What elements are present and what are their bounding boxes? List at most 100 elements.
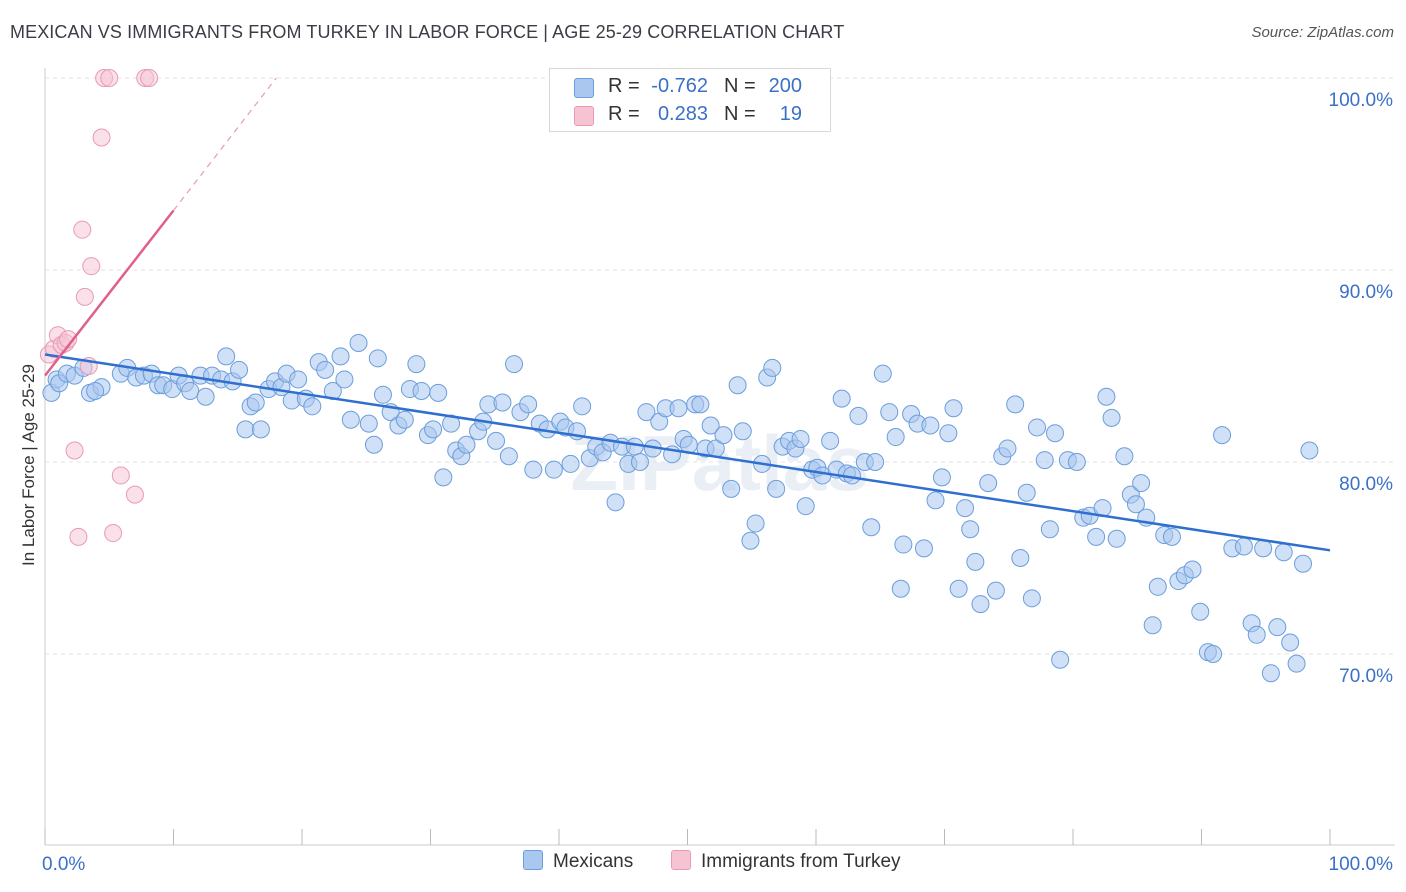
data-point-mexicans xyxy=(424,420,443,439)
data-point-mexicans xyxy=(866,453,885,471)
data-point-mexicans xyxy=(862,518,881,537)
data-point-mexicans xyxy=(1213,426,1232,445)
data-point-turkey xyxy=(73,220,92,239)
legend-label: Mexicans xyxy=(553,851,634,872)
data-point-mexicans xyxy=(1287,654,1306,673)
r-value: 0.283 xyxy=(657,103,708,125)
data-point-mexicans xyxy=(746,514,765,533)
data-point-mexicans xyxy=(1261,664,1280,683)
data-point-mexicans xyxy=(849,406,868,425)
data-point-turkey xyxy=(100,69,119,87)
data-point-mexicans xyxy=(1022,589,1041,608)
data-point-mexicans xyxy=(691,395,710,414)
y-tick-labels: 70.0% 80.0% 90.0% 100.0% xyxy=(1329,90,1394,687)
data-point-mexicans xyxy=(986,581,1005,600)
x-tick-labels: 0.0% 100.0% xyxy=(42,854,1393,875)
data-point-mexicans xyxy=(196,387,215,406)
pink-swatch xyxy=(671,850,691,870)
data-point-mexicans xyxy=(873,364,892,383)
data-point-mexicans xyxy=(625,437,644,456)
blue-swatch xyxy=(523,850,543,870)
trend-line-turkey-extension xyxy=(173,77,277,211)
source-label: Source: ZipAtlas.com xyxy=(1251,24,1394,41)
trend-line-mexicans xyxy=(44,353,1331,552)
data-point-mexicans xyxy=(364,435,383,454)
data-point-mexicans xyxy=(1028,418,1047,437)
data-point-mexicans xyxy=(733,422,752,441)
data-point-mexicans xyxy=(1234,537,1253,556)
y-tick-label: 80.0% xyxy=(1339,474,1393,495)
trend-lines xyxy=(44,77,1331,552)
data-point-mexicans xyxy=(493,393,512,412)
data-point-mexicans xyxy=(1017,483,1036,502)
data-point-mexicans xyxy=(796,497,815,516)
data-point-mexicans xyxy=(505,355,524,374)
legend-item-mexicans: Mexicans xyxy=(523,850,633,873)
n-value: 200 xyxy=(768,75,802,97)
data-point-turkey xyxy=(125,485,144,504)
r-value: -0.762 xyxy=(651,75,708,97)
data-point-mexicans xyxy=(217,347,236,366)
data-point-mexicans xyxy=(1294,554,1313,573)
data-point-mexicans xyxy=(1006,395,1025,414)
pink-swatch xyxy=(574,106,594,126)
data-point-mexicans xyxy=(1268,618,1287,637)
data-point-mexicans xyxy=(1107,529,1126,548)
data-point-mexicans xyxy=(1281,633,1300,652)
data-point-mexicans xyxy=(606,493,625,512)
data-point-mexicans xyxy=(1067,453,1086,471)
x-tick-label: 0.0% xyxy=(42,854,85,875)
data-point-mexicans xyxy=(1162,527,1181,546)
data-point-mexicans xyxy=(457,435,476,454)
data-point-mexicans xyxy=(728,376,747,395)
data-point-mexicans xyxy=(1040,520,1059,539)
legend-row-turkey: R = 0.283 N = 19 xyxy=(550,100,830,128)
data-point-mexicans xyxy=(86,381,105,400)
data-point-mexicans xyxy=(1087,527,1106,546)
data-point-mexicans xyxy=(939,424,958,443)
data-point-mexicans xyxy=(944,399,963,418)
y-tick-label: 100.0% xyxy=(1329,90,1394,111)
data-point-mexicans xyxy=(303,397,322,416)
x-tick-label: 100.0% xyxy=(1329,854,1394,875)
data-point-mexicans xyxy=(998,439,1017,458)
data-point-mexicans xyxy=(637,403,656,422)
data-point-mexicans xyxy=(949,579,968,598)
n-value: 19 xyxy=(779,103,802,125)
data-point-mexicans xyxy=(341,410,360,429)
data-point-mexicans xyxy=(395,410,414,429)
data-point-mexicans xyxy=(561,454,580,473)
data-point-mexicans xyxy=(359,414,378,433)
mexicans-points xyxy=(42,333,1319,683)
data-point-mexicans xyxy=(1011,549,1030,567)
data-point-mexicans xyxy=(894,535,913,554)
y-tick-label: 90.0% xyxy=(1339,282,1393,303)
data-point-mexicans xyxy=(966,552,985,571)
data-point-mexicans xyxy=(971,595,990,614)
y-tick-label: 70.0% xyxy=(1339,666,1393,687)
data-point-mexicans xyxy=(181,381,200,400)
data-point-turkey xyxy=(65,441,84,460)
data-point-turkey xyxy=(111,466,130,485)
blue-swatch xyxy=(574,78,594,98)
legend-row-mexicans: R = -0.762 N = 200 xyxy=(550,72,830,100)
data-point-mexicans xyxy=(956,499,975,518)
data-point-mexicans xyxy=(429,383,448,402)
data-point-mexicans xyxy=(316,360,335,379)
data-point-mexicans xyxy=(524,460,543,479)
data-point-mexicans xyxy=(1102,408,1121,427)
data-point-turkey xyxy=(69,527,88,546)
data-point-mexicans xyxy=(791,429,810,448)
data-point-mexicans xyxy=(246,393,265,412)
data-point-mexicans xyxy=(544,460,563,479)
data-point-turkey xyxy=(82,257,101,276)
legend-label: Immigrants from Turkey xyxy=(701,851,901,872)
data-point-mexicans xyxy=(349,333,368,352)
data-point-mexicans xyxy=(1115,447,1134,466)
data-point-mexicans xyxy=(1183,560,1202,579)
data-point-turkey xyxy=(75,287,94,306)
data-point-mexicans xyxy=(1132,474,1151,493)
n-label: N = xyxy=(724,103,756,125)
data-point-mexicans xyxy=(1143,616,1162,635)
